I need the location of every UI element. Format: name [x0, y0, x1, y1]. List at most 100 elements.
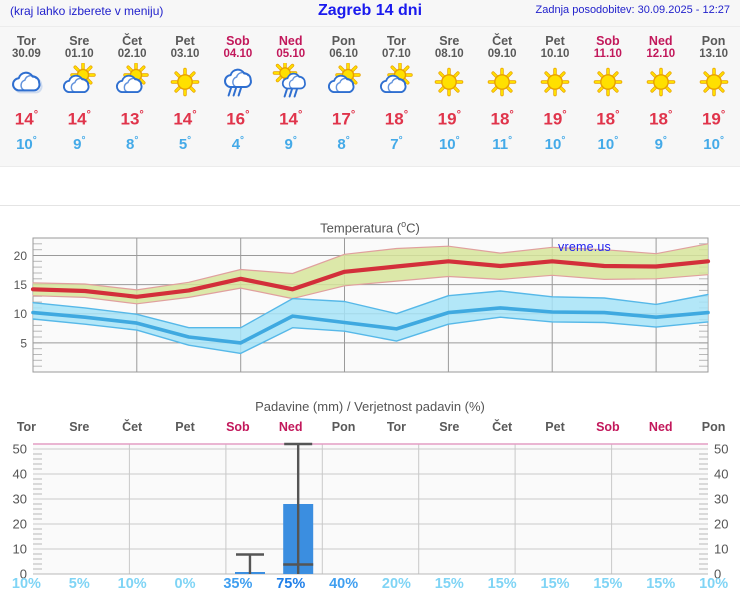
temp-max: 18° [649, 109, 673, 129]
day-name: Čet [122, 34, 143, 48]
sun-cloud-icon [370, 62, 423, 102]
precip-day-label: Pon [331, 420, 356, 434]
precipitation-chart-title: Padavine (mm) / Verjetnost padavin (%) [255, 399, 485, 414]
precip-probability: 0% [174, 576, 196, 592]
day-date: 06.10 [329, 48, 358, 60]
precip-probability: 15% [434, 576, 464, 592]
svg-text:30: 30 [13, 492, 27, 507]
day-name: Ned [648, 34, 673, 48]
temperature-title-unit: o [401, 219, 407, 229]
sun-icon [159, 62, 212, 102]
temperature-chart: Temperatura (oC) 5 10 15 20 vreme.us [0, 214, 740, 396]
temp-min: 9° [73, 134, 86, 153]
temp-min: 10° [438, 134, 460, 153]
cloud-rain-icon [211, 62, 264, 102]
precip-day-label: Tor [16, 420, 37, 434]
temp-min: 10° [16, 134, 37, 153]
svg-text:20: 20 [714, 517, 728, 532]
svg-text:20: 20 [14, 249, 28, 263]
temp-max: 13° [120, 109, 144, 129]
day-name: Tor [16, 34, 37, 48]
precipitation-day-labels: Tor Sre Čet Pet Sob Ned Pon Tor Sre Čet Pet Sob Ned P… [0, 420, 740, 434]
temp-max: 14° [14, 109, 39, 129]
sun-cloud-icon [53, 62, 106, 102]
precip-day-label: Tor [386, 420, 407, 434]
temperature-plot: 5 10 15 20 [14, 237, 711, 373]
day-column: Sob 11.10 18° 10° [581, 27, 634, 167]
precipitation-plot: 0 0 10 10 20 20 30 30 40 40 50 50 [13, 442, 729, 582]
svg-text:50: 50 [13, 442, 27, 457]
day-name: Tor [386, 34, 407, 48]
day-name: Pet [545, 34, 565, 48]
temp-max: 19° [437, 109, 461, 129]
strip-separator [0, 166, 740, 214]
temp-min: 4° [231, 134, 245, 153]
temp-max: 19° [543, 109, 567, 129]
temp-min: 10° [597, 134, 619, 153]
temperature-title-tail: C) [406, 220, 420, 236]
day-column: Pet 10.10 19° 10° [529, 27, 582, 167]
sun-cloud-icon [106, 62, 159, 102]
page-title: Zagreb 14 dni [317, 2, 423, 19]
day-name: Sre [439, 34, 460, 48]
sun-icon [581, 62, 634, 102]
temp-max: 14° [67, 109, 91, 129]
day-column: Sre 08.10 19° 10° [423, 27, 476, 167]
precipitation-chart: Padavine (mm) / Verjetnost padavin (%) T… [0, 396, 740, 600]
day-name: Sob [596, 34, 620, 48]
day-name: Ned [278, 34, 303, 48]
day-date: 13.10 [699, 48, 728, 60]
svg-text:30: 30 [714, 492, 728, 507]
location-menu-hint: (kraj lahko izberete v meniju) [10, 4, 164, 18]
page-header: (kraj lahko izberete v meniju) Zagreb 14… [0, 0, 740, 26]
sun-icon [529, 62, 582, 102]
precip-day-label: Čet [492, 420, 513, 434]
day-date: 09.10 [487, 48, 517, 60]
temperature-chart-title: Temperatura (oC) [0, 214, 740, 238]
day-column: Tor 07.10 18° 7° [370, 27, 423, 167]
precip-probability: 20% [381, 576, 411, 592]
daily-forecast-strip: Tor 30.09 14° 10° Sre 01.10 14° 9° Čet 02.10 13… [0, 26, 740, 166]
day-date: 08.10 [434, 48, 464, 60]
day-name: Čet [492, 34, 513, 48]
temperature-title-main: Temperatura ( [320, 220, 402, 236]
precip-probability: 15% [487, 576, 517, 592]
svg-text:50: 50 [714, 442, 728, 457]
temp-min: 10° [544, 134, 566, 153]
precip-probability: 15% [540, 576, 570, 592]
temp-max: 14° [173, 109, 197, 129]
precip-day-label: Ned [278, 420, 303, 434]
precip-probability: 35% [223, 576, 253, 592]
day-date: 05.10 [276, 48, 306, 60]
day-column: Pon 06.10 17° 8° [317, 27, 370, 167]
day-column: Pon 13.10 19° 10° [687, 27, 740, 167]
temp-min: 5° [178, 134, 192, 153]
day-date: 30.09 [12, 48, 41, 60]
svg-text:40: 40 [714, 467, 728, 482]
precip-day-label: Pet [175, 420, 195, 434]
svg-text:20: 20 [13, 517, 27, 532]
precip-day-label: Sre [69, 420, 90, 434]
precip-probability: 40% [329, 576, 359, 592]
svg-text:0: 0 [20, 567, 27, 582]
site-watermark: vreme.us [558, 240, 612, 254]
day-column: Ned 05.10 14° 9° [264, 27, 317, 167]
day-name: Sre [69, 34, 90, 48]
day-column: Tor 30.09 14° 10° [0, 27, 53, 167]
last-update-label: Zadnja posodobitev: 30.09.2025 - 12:27 [535, 4, 730, 16]
temp-max: 19° [701, 109, 726, 129]
precip-probability: 15% [593, 576, 623, 592]
day-date: 07.10 [382, 48, 411, 60]
day-date: 01.10 [64, 48, 94, 60]
sun-cloud-icon [317, 62, 370, 102]
day-name: Sob [226, 34, 250, 48]
precip-day-label: Čet [122, 420, 143, 434]
precip-day-label: Sre [439, 420, 460, 434]
svg-text:40: 40 [13, 467, 27, 482]
svg-text:10: 10 [14, 307, 28, 321]
cloudy-icon [0, 62, 53, 102]
precip-day-label: Ned [648, 420, 673, 434]
precip-day-label: Pet [545, 420, 565, 434]
precip-probability: 10% [699, 576, 729, 592]
divider-line [0, 205, 740, 206]
